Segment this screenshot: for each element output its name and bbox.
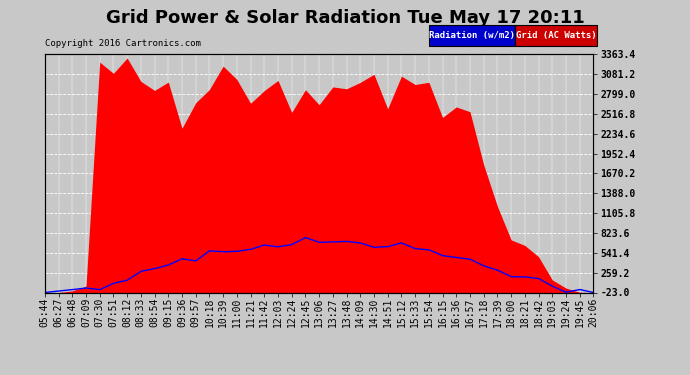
Text: Radiation (w/m2): Radiation (w/m2) <box>429 31 515 40</box>
Text: Grid Power & Solar Radiation Tue May 17 20:11: Grid Power & Solar Radiation Tue May 17 … <box>106 9 584 27</box>
Text: Copyright 2016 Cartronics.com: Copyright 2016 Cartronics.com <box>45 39 201 48</box>
Text: Grid (AC Watts): Grid (AC Watts) <box>516 31 596 40</box>
